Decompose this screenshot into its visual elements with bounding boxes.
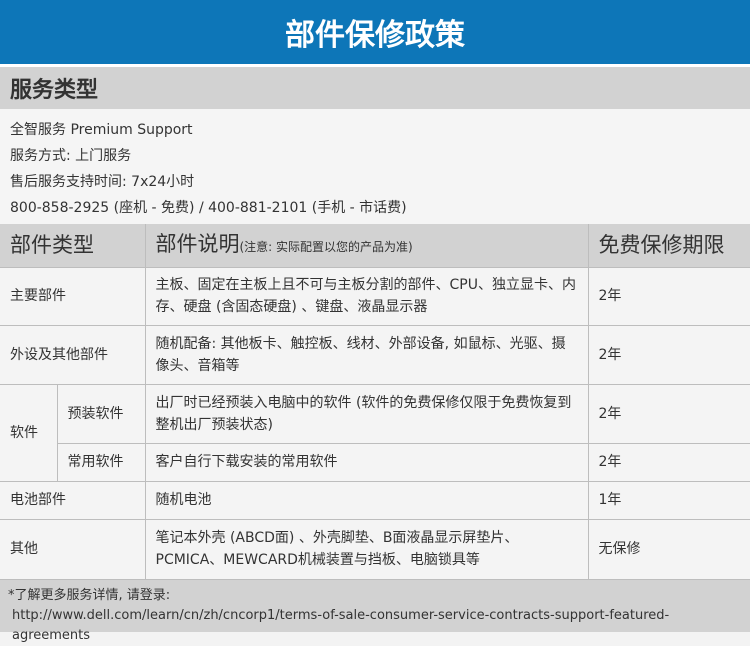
row-desc: 随机电池: [144, 480, 589, 520]
row-warranty: 1年: [587, 480, 750, 520]
row-warranty: 2年: [587, 383, 750, 444]
row-warranty: 2年: [587, 266, 750, 326]
row-desc: 出厂时已经预装入电脑中的软件 (软件的免费保修仅限于免费恢复到整机出厂预装状态): [144, 383, 589, 444]
header-type: 部件类型: [0, 224, 146, 268]
row-subtype: 常用软件: [57, 442, 146, 482]
table-row: 软件 预装软件 出厂时已经预装入电脑中的软件 (软件的免费保修仅限于免费恢复到整…: [0, 383, 750, 482]
row-warranty: 2年: [587, 442, 750, 482]
footer-url[interactable]: http://www.dell.com/learn/cn/zh/cncorp1/…: [12, 607, 670, 643]
row-type: 电池部件: [0, 480, 146, 520]
row-desc: 客户自行下载安装的常用软件: [144, 442, 589, 482]
header-desc-note: (注意: 实际配置以您的产品为准): [239, 239, 413, 254]
row-desc: 笔记本外壳 (ABCD面) 、外壳脚垫、B面液晶显示屏垫片、PCMICA、MEW…: [144, 518, 589, 580]
row-desc: 随机配备: 其他板卡、触控板、线材、外部设备, 如鼠标、光驱、摄像头、音箱等: [144, 324, 589, 385]
row-desc: 主板、固定在主板上且不可与主板分割的部件、CPU、独立显卡、内存、硬盘 (含固态…: [144, 266, 589, 326]
service-name: 全智服务 Premium Support: [10, 122, 193, 138]
service-info: 全智服务 Premium Support 服务方式: 上门服务 售后服务支持时间…: [0, 109, 750, 224]
row-subtype: 预装软件: [56, 383, 146, 444]
row-type: 主要部件: [0, 266, 146, 326]
table-row: 主要部件 主板、固定在主板上且不可与主板分割的部件、CPU、独立显卡、内存、硬盘…: [0, 266, 750, 326]
row-warranty: 无保修: [587, 518, 750, 580]
header-warranty: 免费保修期限: [587, 224, 750, 268]
service-type-heading: 服务类型: [0, 67, 750, 109]
service-phones: 800-858-2925 (座机 - 免费) / 400-881-2101 (手…: [10, 200, 407, 216]
table-row: 外设及其他部件 随机配备: 其他板卡、触控板、线材、外部设备, 如鼠标、光驱、摄…: [0, 324, 750, 385]
row-type: 软件: [0, 383, 58, 482]
warranty-table: 部件类型 部件说明(注意: 实际配置以您的产品为准) 免费保修期限 主要部件 主…: [0, 224, 750, 580]
table-header: 部件类型 部件说明(注意: 实际配置以您的产品为准) 免费保修期限: [0, 224, 750, 268]
footer-note: *了解更多服务详情, 请登录:: [8, 587, 171, 603]
row-warranty: 2年: [587, 324, 750, 385]
footer: *了解更多服务详情, 请登录: http://www.dell.com/lear…: [0, 579, 750, 643]
header-desc: 部件说明(注意: 实际配置以您的产品为准): [144, 224, 589, 268]
table-row: 其他 笔记本外壳 (ABCD面) 、外壳脚垫、B面液晶显示屏垫片、PCMICA、…: [0, 518, 750, 580]
table-row: 电池部件 随机电池 1年: [0, 480, 750, 520]
page-title: 部件保修政策: [0, 0, 750, 67]
service-method: 服务方式: 上门服务: [10, 148, 132, 164]
row-type: 其他: [0, 518, 146, 580]
table-row: 常用软件 客户自行下载安装的常用软件 2年: [0, 442, 750, 482]
header-desc-label: 部件说明: [155, 231, 240, 256]
service-hours: 售后服务支持时间: 7x24小时: [10, 174, 195, 190]
row-type: 外设及其他部件: [0, 324, 146, 385]
